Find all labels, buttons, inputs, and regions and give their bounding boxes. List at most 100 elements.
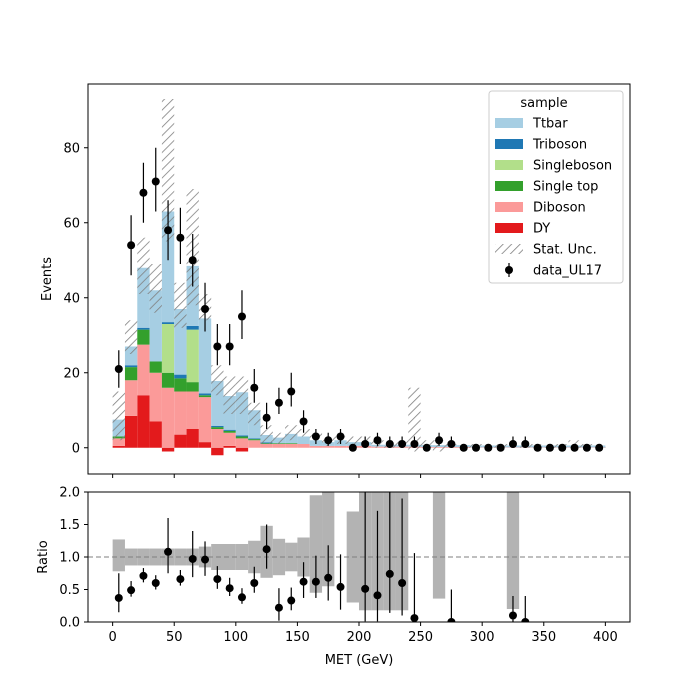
ratio-ytick-label: 0.0 xyxy=(59,616,80,631)
bar-diboson xyxy=(149,372,162,422)
ratio-point xyxy=(176,575,185,584)
legend-swatch-dy xyxy=(495,223,523,233)
data-point xyxy=(225,342,234,351)
data-point xyxy=(558,443,567,452)
bar-dy xyxy=(211,447,224,456)
bar-triboson xyxy=(137,327,150,330)
bar-triboson xyxy=(124,365,138,368)
ratio-point xyxy=(139,571,148,580)
data-point xyxy=(324,436,333,445)
bar-diboson xyxy=(235,438,249,448)
ratio-point xyxy=(361,584,370,593)
main-plot-area xyxy=(112,99,606,456)
ratio-point xyxy=(262,545,271,554)
bar-diboson xyxy=(211,429,224,448)
stat-unc-band xyxy=(408,387,421,452)
bar-diboson xyxy=(198,397,212,443)
stat-unc-band xyxy=(260,425,273,444)
ratio-xtick-label: 400 xyxy=(593,630,618,645)
data-point xyxy=(447,440,456,448)
bar-singleboson xyxy=(161,324,175,373)
ratio-unc-band xyxy=(322,492,335,587)
main-ytick-label: 40 xyxy=(63,291,80,306)
stat-unc-band xyxy=(124,320,138,354)
data-point xyxy=(472,443,481,452)
data-point xyxy=(373,436,382,445)
bar-diboson xyxy=(174,391,187,435)
data-point xyxy=(570,443,579,452)
legend-title: sample xyxy=(520,96,567,111)
data-point xyxy=(385,440,394,448)
ratio-point xyxy=(521,618,530,622)
main-ytick-label: 0 xyxy=(72,441,80,456)
bar-dy xyxy=(223,445,236,448)
bar-triboson xyxy=(186,325,199,330)
stat-unc-band xyxy=(112,391,125,441)
ratio-xtick-label: 300 xyxy=(470,630,495,645)
bar-diboson xyxy=(137,344,150,396)
legend-swatch-singleboson xyxy=(495,160,523,170)
bar-diboson xyxy=(309,445,323,448)
ratio-ylabel: Ratio xyxy=(36,540,51,573)
data-point xyxy=(398,440,407,448)
bar-single-top xyxy=(124,367,138,381)
legend-label-stat-unc-: Stat. Unc. xyxy=(533,243,597,258)
bar-triboson xyxy=(161,322,175,324)
legend-label-data-ul17: data_UL17 xyxy=(533,264,602,279)
ratio-point xyxy=(311,577,320,586)
bar-diboson xyxy=(272,444,286,448)
bar-dy xyxy=(149,421,162,448)
bar-diboson xyxy=(334,445,347,448)
ratio-point xyxy=(336,582,345,591)
ratio-point xyxy=(114,593,123,602)
data-point xyxy=(336,432,345,441)
bar-diboson xyxy=(186,391,199,429)
bar-diboson xyxy=(223,432,236,446)
ratio-xtick-label: 100 xyxy=(223,630,248,645)
bar-single-top xyxy=(174,378,187,392)
data-point xyxy=(508,440,517,448)
data-point xyxy=(274,398,283,407)
bar-single-top xyxy=(235,436,249,439)
ratio-point xyxy=(398,579,407,587)
data-point xyxy=(139,188,148,197)
ratio-unc-band xyxy=(223,544,236,570)
ratio-xtick-label: 250 xyxy=(408,630,433,645)
legend-swatch-diboson xyxy=(495,202,523,212)
ratio-point xyxy=(201,555,210,564)
ratio-unc-band xyxy=(112,539,125,572)
bar-triboson xyxy=(198,393,212,396)
data-point xyxy=(176,233,185,242)
stat-unc-band xyxy=(149,264,162,313)
ratio-ytick-label: 2.0 xyxy=(59,486,80,501)
data-point xyxy=(435,436,444,445)
data-point xyxy=(459,443,468,452)
bar-single-top xyxy=(285,443,298,444)
bar-dy xyxy=(186,429,199,448)
legend: sample Ttbar Triboson Singleboson Single top… xyxy=(488,90,624,284)
bar-diboson xyxy=(112,438,125,446)
ratio-point xyxy=(373,591,382,600)
data-point xyxy=(299,417,308,426)
ratio-ytick-label: 1.0 xyxy=(59,551,80,566)
ratio-xtick-label: 200 xyxy=(347,630,372,645)
bar-triboson xyxy=(248,438,261,440)
data-point xyxy=(422,443,431,452)
stat-unc-band xyxy=(235,376,249,414)
ratio-point xyxy=(127,586,136,595)
stat-unc-band xyxy=(285,425,298,441)
bar-single-top xyxy=(223,430,236,433)
ratio-point xyxy=(188,554,197,563)
legend-swatch-ttbar xyxy=(495,118,523,128)
ratio-point xyxy=(447,618,456,622)
ratio-point xyxy=(299,577,308,586)
bar-diboson xyxy=(297,444,310,448)
bar-dy xyxy=(137,395,150,448)
bar-dy xyxy=(235,447,249,452)
bar-dy xyxy=(112,445,125,448)
main-ylabel: Events xyxy=(40,257,55,301)
legend-swatch-triboson xyxy=(495,139,523,149)
ratio-point xyxy=(287,596,296,605)
bar-triboson xyxy=(211,426,224,428)
